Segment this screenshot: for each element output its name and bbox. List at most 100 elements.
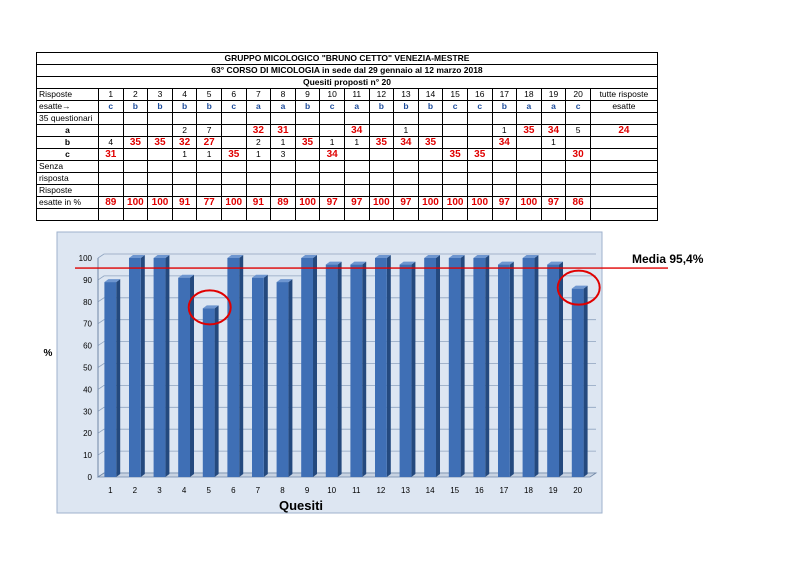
bar-side — [116, 279, 121, 477]
bar — [448, 255, 465, 477]
bar-face — [497, 264, 510, 477]
bar-side — [165, 255, 170, 477]
x-tick-label: 16 — [475, 486, 484, 495]
x-tick-label: 5 — [206, 486, 211, 495]
x-tick-label: 8 — [280, 486, 285, 495]
bar-top — [448, 255, 465, 258]
bar — [251, 274, 268, 477]
bar-face — [104, 282, 117, 477]
bar — [350, 261, 367, 477]
bar-face — [547, 264, 560, 477]
bar-face — [424, 258, 437, 477]
chart-floor — [96, 472, 598, 478]
x-axis-label: Quesiti — [279, 498, 323, 513]
x-tick-label: 17 — [499, 486, 508, 495]
empty-cell — [36, 208, 99, 221]
y-ticks: 0 10 20 30 40 50 60 70 80 90 100 — [79, 254, 93, 482]
bar — [276, 279, 293, 477]
bar-top — [202, 305, 219, 309]
y-tick-label: 20 — [83, 429, 92, 438]
bar-face — [571, 288, 584, 477]
bar-side — [214, 305, 219, 477]
bar — [571, 285, 588, 477]
x-tick-label: 11 — [352, 486, 361, 495]
bar-face — [301, 258, 314, 477]
bar-top — [571, 285, 588, 289]
y-tick-label: 50 — [83, 364, 92, 373]
empty-cell — [589, 208, 658, 221]
bar-top — [547, 261, 564, 265]
bar — [153, 255, 170, 477]
bar-face — [473, 258, 486, 477]
x-tick-label: 20 — [573, 486, 582, 495]
bar — [202, 305, 219, 477]
correct-answers-row: esatte→ c b b b b c a a b c a b b b c c b a a c esatte — [36, 100, 658, 113]
highlight-circle — [187, 289, 232, 326]
bar-face — [325, 264, 338, 477]
bar-top — [104, 279, 121, 283]
x-tick-label: 4 — [182, 486, 187, 495]
bar-face — [399, 264, 412, 477]
bar-top — [497, 261, 514, 265]
y-tick-label: 0 — [88, 473, 93, 482]
bar-face — [153, 258, 166, 477]
bar-top — [399, 261, 416, 265]
answer-c-row: c 31 1 1 35 1 3 34 35 35 30 — [36, 148, 658, 161]
bar — [227, 255, 244, 477]
bar-face — [178, 277, 191, 477]
bar — [128, 255, 145, 477]
bar-side — [313, 255, 318, 477]
bar-top — [374, 255, 391, 258]
bar-face — [251, 277, 264, 477]
x-tick-label: 13 — [401, 486, 410, 495]
bar-side — [509, 261, 514, 477]
y-axis-label: % — [44, 348, 53, 359]
questions-row: Risposte 1 2 3 4 5 6 7 8 9 10 11 12 13 14 15 16 17 18 19 20 t… — [36, 88, 658, 101]
x-tick-label: 6 — [231, 486, 236, 495]
bar-top — [473, 255, 490, 258]
highlight-circles — [187, 269, 601, 326]
x-tick-label: 9 — [305, 486, 310, 495]
bar-top — [276, 279, 293, 283]
bar-top — [522, 255, 539, 258]
bar — [473, 255, 490, 477]
bar — [547, 261, 564, 477]
bar-face — [128, 258, 141, 477]
bar-side — [337, 261, 342, 477]
bar — [522, 255, 539, 477]
bar-side — [239, 255, 244, 477]
x-tick-label: 19 — [549, 486, 558, 495]
bar-top — [325, 261, 342, 265]
bar-side — [559, 261, 564, 477]
y-tick-label: 60 — [83, 342, 92, 351]
bar-top — [227, 255, 244, 258]
x-tick-label: 14 — [426, 486, 435, 495]
bar-side — [190, 274, 195, 477]
x-tick-label: 10 — [327, 486, 336, 495]
bar-face — [350, 264, 363, 477]
y-tick-label: 80 — [83, 298, 92, 307]
bar-top — [350, 261, 367, 265]
senza-label-1: Senza — [36, 160, 99, 173]
x-tick-label: 12 — [376, 486, 385, 495]
bar-side — [386, 255, 391, 477]
bar — [301, 255, 318, 477]
bar-side — [460, 255, 465, 477]
bar-top — [128, 255, 145, 258]
mean-line-group: Media 95,4% — [75, 252, 704, 269]
bar-face — [522, 258, 535, 477]
y-tick-label: 30 — [83, 407, 92, 416]
questionari-row: 35 questionari — [36, 112, 658, 125]
x-ticks: 1 2 3 4 5 6 7 8 9 10 11 12 13 14 15 16 17 18 19 20 — [108, 486, 583, 495]
bar-face — [448, 258, 461, 477]
y-tick-label: 70 — [83, 320, 92, 329]
bar-face — [276, 282, 289, 477]
x-tick-label: 3 — [157, 486, 162, 495]
bar-side — [411, 261, 416, 477]
x-tick-label: 7 — [256, 486, 261, 495]
bar-top — [301, 255, 318, 258]
y-tick-label: 10 — [83, 451, 92, 460]
bar-side — [485, 255, 490, 477]
bar-side — [140, 255, 145, 477]
